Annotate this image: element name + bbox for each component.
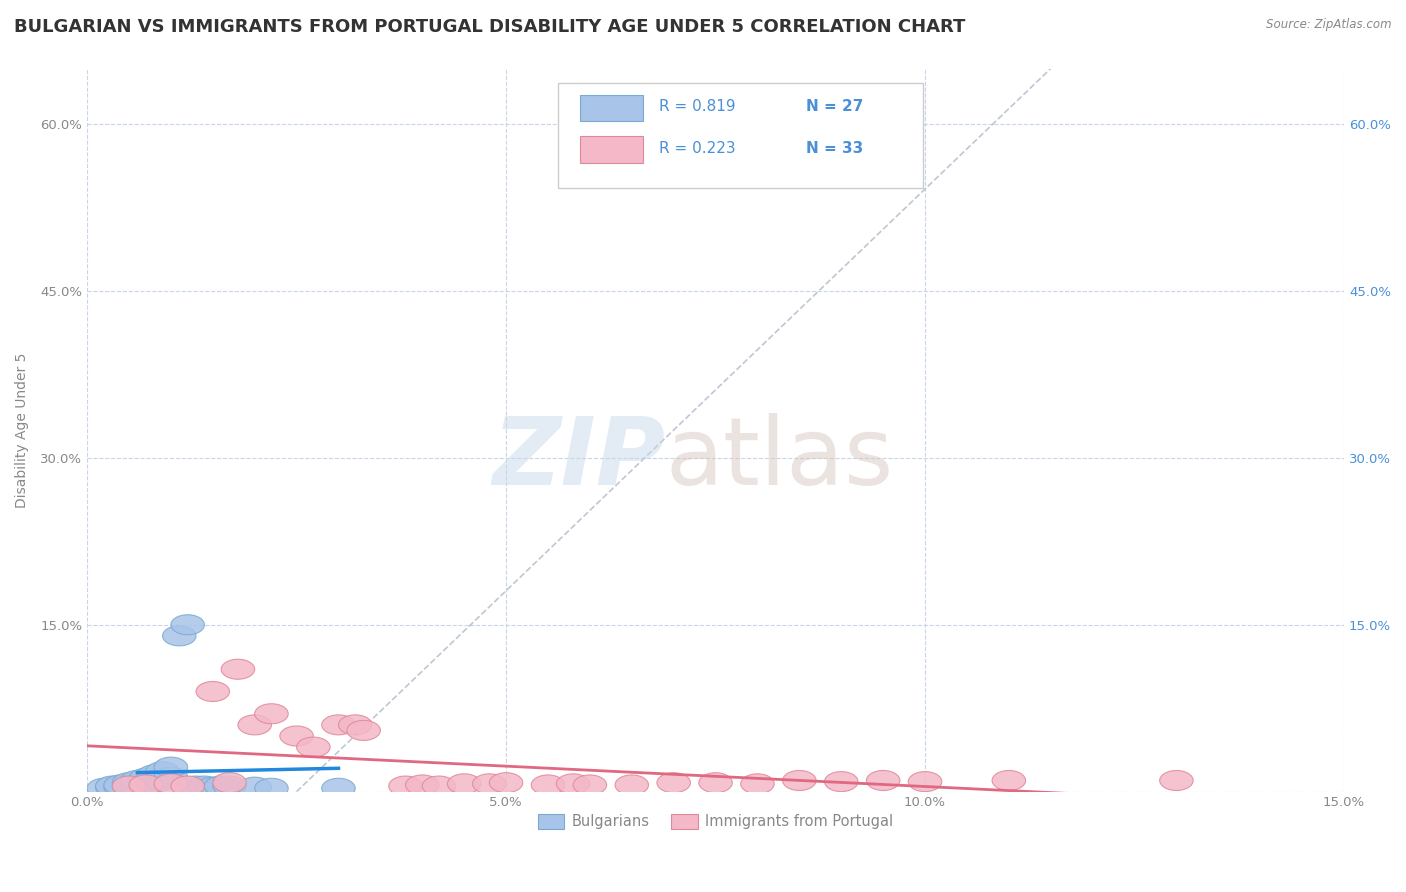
Ellipse shape	[699, 772, 733, 793]
Ellipse shape	[254, 704, 288, 723]
Ellipse shape	[129, 774, 163, 794]
Ellipse shape	[129, 775, 163, 795]
Ellipse shape	[614, 775, 648, 795]
Ellipse shape	[96, 777, 129, 797]
Text: N = 33: N = 33	[806, 141, 863, 155]
Ellipse shape	[472, 774, 506, 794]
Ellipse shape	[138, 772, 172, 793]
Ellipse shape	[297, 737, 330, 757]
Ellipse shape	[783, 771, 815, 790]
Ellipse shape	[104, 777, 138, 797]
Ellipse shape	[172, 776, 204, 796]
Bar	[579, 136, 643, 162]
Ellipse shape	[657, 772, 690, 793]
Text: R = 0.223: R = 0.223	[659, 141, 735, 155]
Ellipse shape	[155, 757, 187, 777]
Ellipse shape	[104, 775, 138, 795]
Ellipse shape	[322, 714, 356, 735]
Ellipse shape	[557, 774, 591, 794]
Ellipse shape	[254, 778, 288, 798]
Ellipse shape	[146, 762, 180, 781]
Text: N = 27: N = 27	[806, 99, 863, 114]
Ellipse shape	[204, 776, 238, 796]
Ellipse shape	[138, 765, 172, 785]
Text: atlas: atlas	[665, 413, 894, 505]
Text: ZIP: ZIP	[492, 413, 665, 505]
Ellipse shape	[447, 774, 481, 794]
Ellipse shape	[238, 777, 271, 797]
Ellipse shape	[87, 778, 121, 798]
Ellipse shape	[112, 772, 146, 793]
Ellipse shape	[741, 774, 775, 794]
Ellipse shape	[347, 721, 381, 740]
Ellipse shape	[221, 659, 254, 679]
Ellipse shape	[121, 775, 155, 795]
Ellipse shape	[531, 775, 565, 795]
Text: Source: ZipAtlas.com: Source: ZipAtlas.com	[1267, 18, 1392, 31]
Bar	[579, 95, 643, 121]
Ellipse shape	[388, 776, 422, 796]
Ellipse shape	[238, 714, 271, 735]
Ellipse shape	[322, 778, 356, 798]
Ellipse shape	[1160, 771, 1194, 790]
Ellipse shape	[908, 772, 942, 791]
Ellipse shape	[121, 771, 155, 790]
Ellipse shape	[163, 626, 195, 646]
Text: R = 0.819: R = 0.819	[659, 99, 735, 114]
Ellipse shape	[112, 776, 146, 796]
Ellipse shape	[574, 775, 606, 795]
FancyBboxPatch shape	[558, 83, 922, 188]
Ellipse shape	[146, 771, 180, 790]
Ellipse shape	[993, 771, 1025, 790]
Ellipse shape	[172, 615, 204, 635]
Ellipse shape	[195, 681, 229, 701]
Text: BULGARIAN VS IMMIGRANTS FROM PORTUGAL DISABILITY AGE UNDER 5 CORRELATION CHART: BULGARIAN VS IMMIGRANTS FROM PORTUGAL DI…	[14, 18, 966, 36]
Ellipse shape	[112, 776, 146, 796]
Ellipse shape	[280, 726, 314, 746]
Ellipse shape	[212, 772, 246, 793]
Ellipse shape	[155, 767, 187, 787]
Ellipse shape	[129, 768, 163, 789]
Ellipse shape	[96, 776, 129, 796]
Ellipse shape	[866, 771, 900, 790]
Ellipse shape	[180, 776, 212, 796]
Y-axis label: Disability Age Under 5: Disability Age Under 5	[15, 352, 30, 508]
Ellipse shape	[195, 777, 229, 797]
Ellipse shape	[212, 776, 246, 796]
Legend: Bulgarians, Immigrants from Portugal: Bulgarians, Immigrants from Portugal	[533, 808, 898, 835]
Ellipse shape	[187, 776, 221, 796]
Ellipse shape	[155, 774, 187, 794]
Ellipse shape	[824, 772, 858, 791]
Ellipse shape	[422, 776, 456, 796]
Ellipse shape	[405, 775, 439, 795]
Ellipse shape	[489, 772, 523, 793]
Ellipse shape	[339, 714, 373, 735]
